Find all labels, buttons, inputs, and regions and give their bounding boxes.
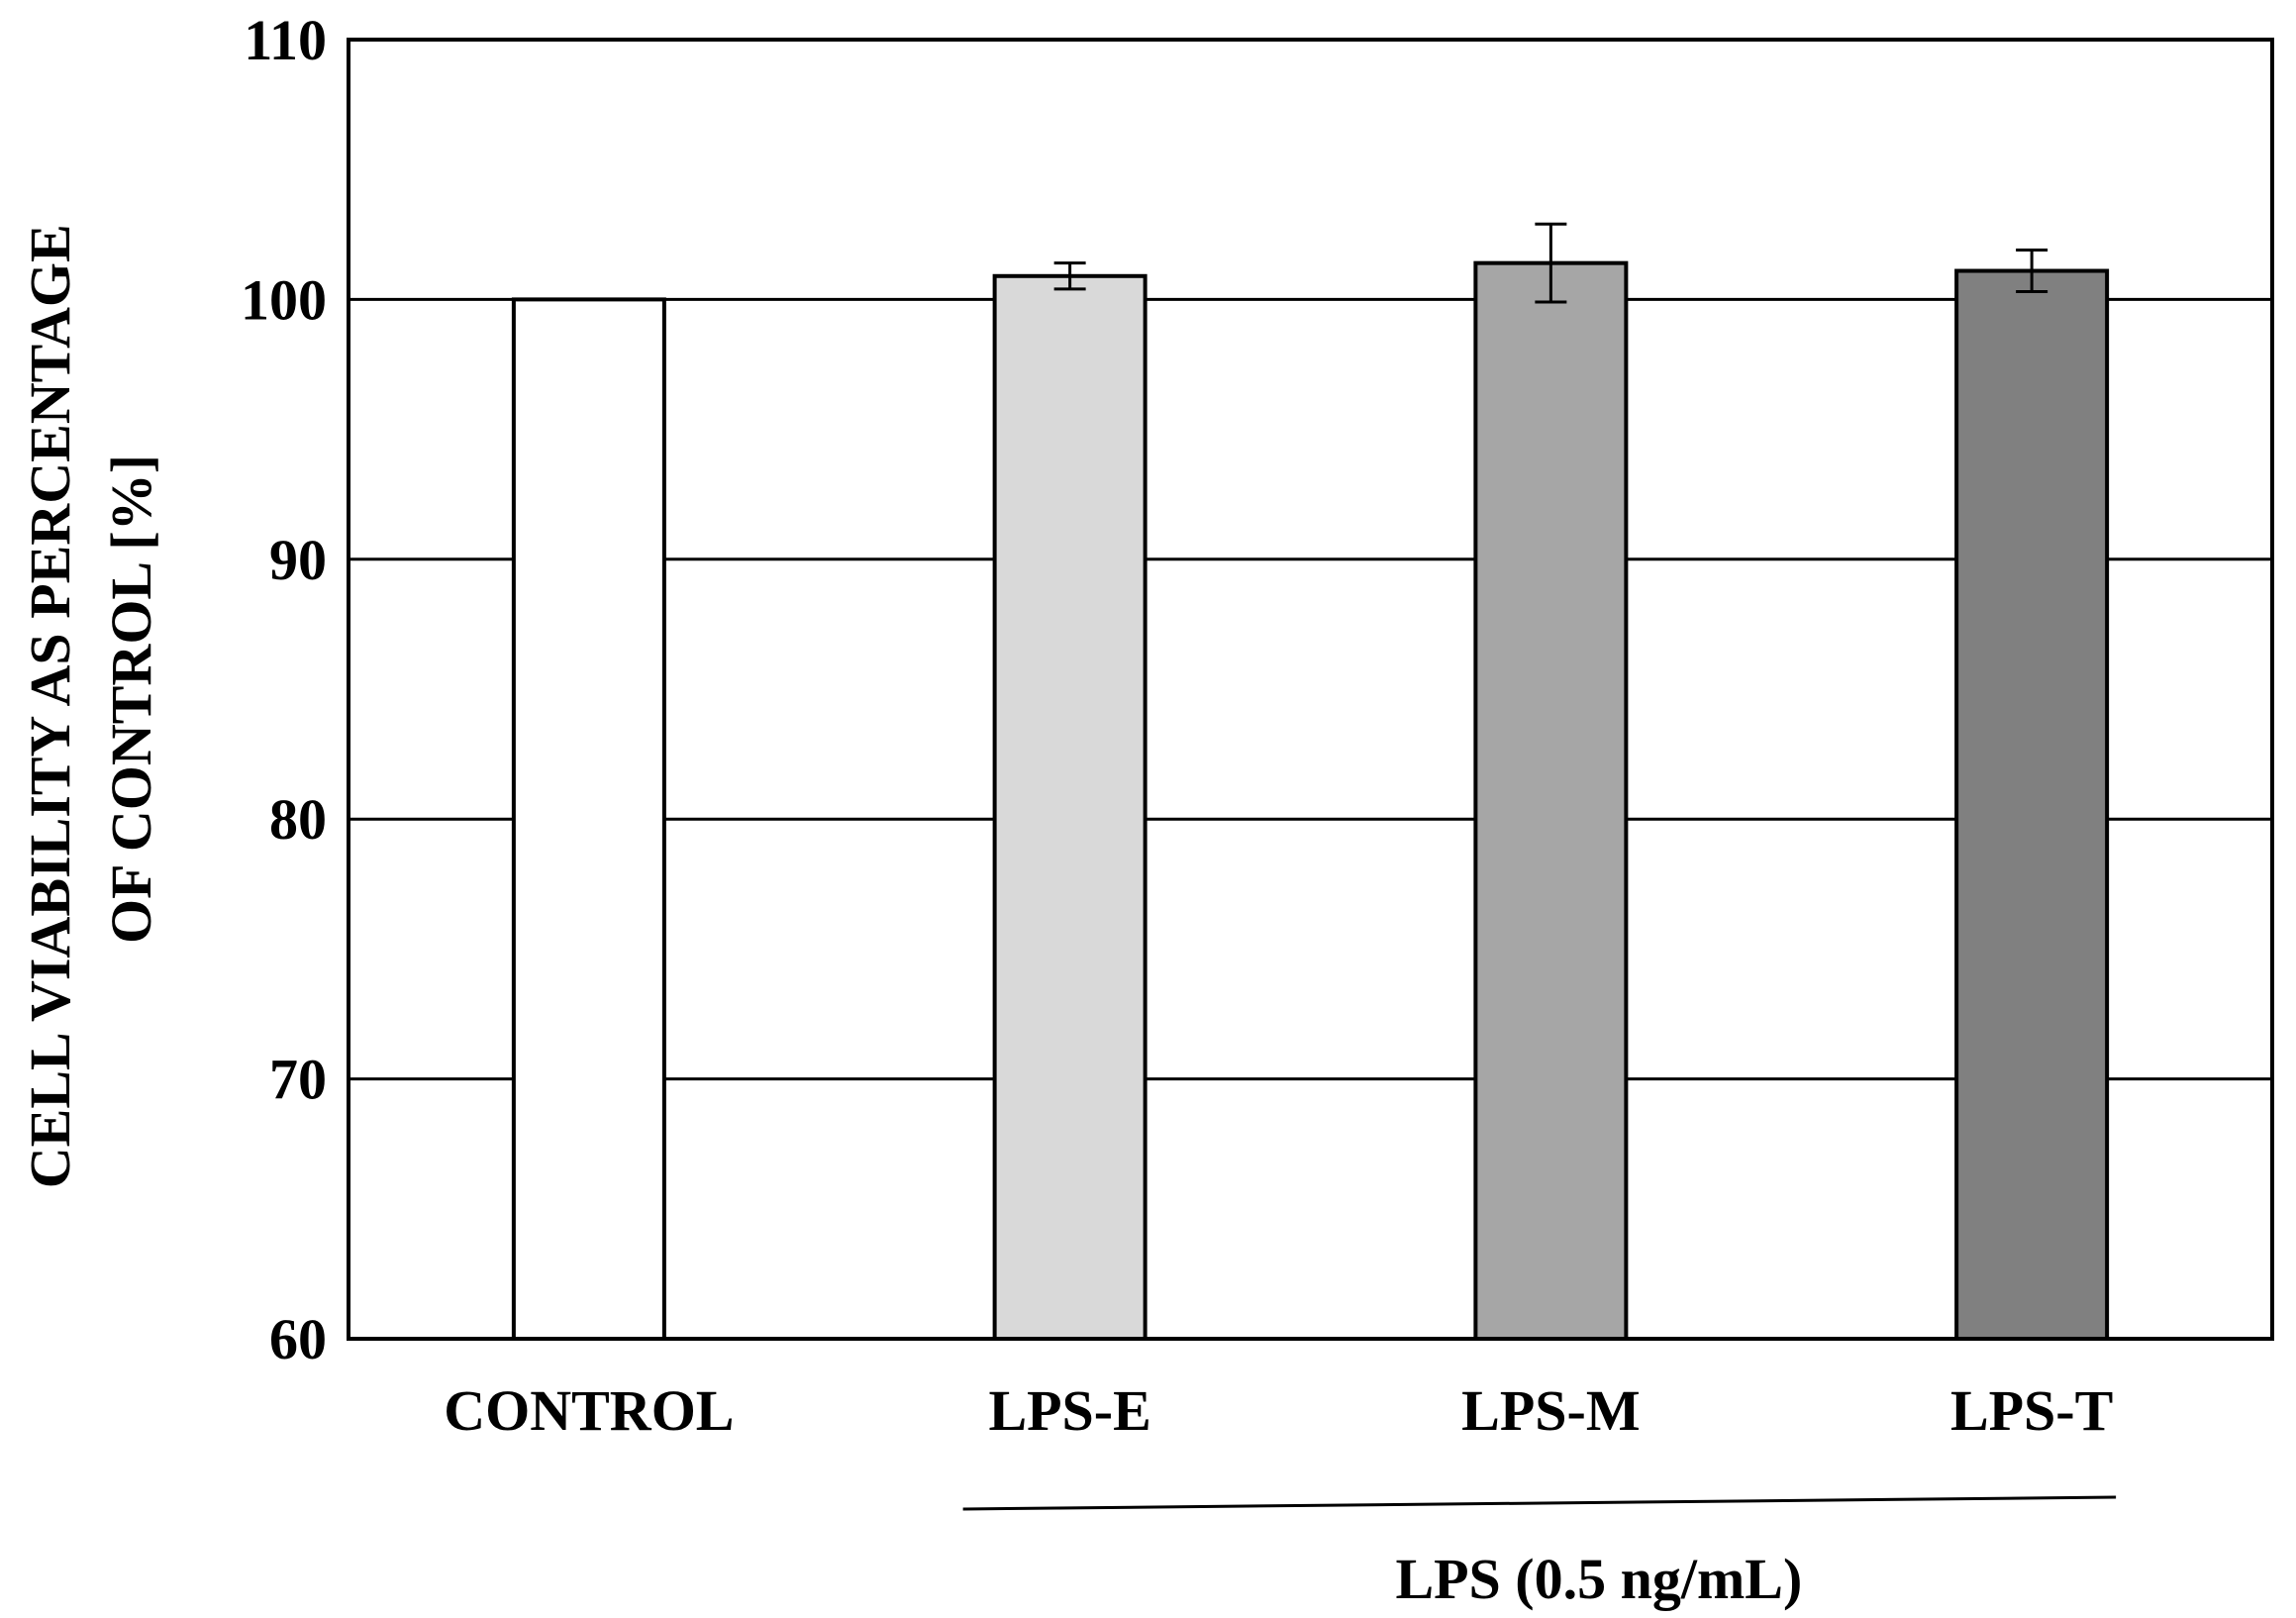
- y-tick-label: 90: [269, 528, 327, 592]
- category-label-lps-m: LPS-M: [1461, 1378, 1640, 1443]
- y-axis-title-line2: OF CONTROL [%]: [99, 455, 163, 944]
- y-axis-title: CELL VIABILITY AS PERCENTAGE OF CONTROL …: [18, 210, 163, 1188]
- bar-lps-m: [1473, 260, 1629, 1342]
- category-label-control: CONTROL: [444, 1378, 734, 1443]
- y-tick-label: 70: [269, 1048, 327, 1112]
- category-label-lps-t: LPS-T: [1950, 1378, 2113, 1443]
- y-tick-label: 60: [269, 1307, 327, 1371]
- group-bracket-line: [962, 1495, 2117, 1511]
- category-label-lps-e: LPS-E: [988, 1378, 1150, 1443]
- y-tick-label: 100: [241, 267, 327, 332]
- y-tick-label: 80: [269, 787, 327, 852]
- bar-control: [511, 297, 666, 1341]
- bar-lps-e: [992, 273, 1148, 1341]
- bars: [511, 260, 2110, 1342]
- y-tick-labels: 60 70 80 90 100 110: [241, 8, 327, 1371]
- plot-frame: [347, 38, 2274, 1341]
- error-bars: [1053, 222, 2048, 304]
- bar-lps-t: [1954, 268, 2110, 1341]
- y-axis-title-line1: CELL VIABILITY AS PERCENTAGE: [18, 224, 82, 1188]
- category-labels: CONTROL LPS-E LPS-M LPS-T: [444, 1378, 2113, 1443]
- group-bracket-label: LPS (0.5 ng/mL): [1395, 1547, 1802, 1611]
- y-tick-label: 110: [244, 8, 327, 72]
